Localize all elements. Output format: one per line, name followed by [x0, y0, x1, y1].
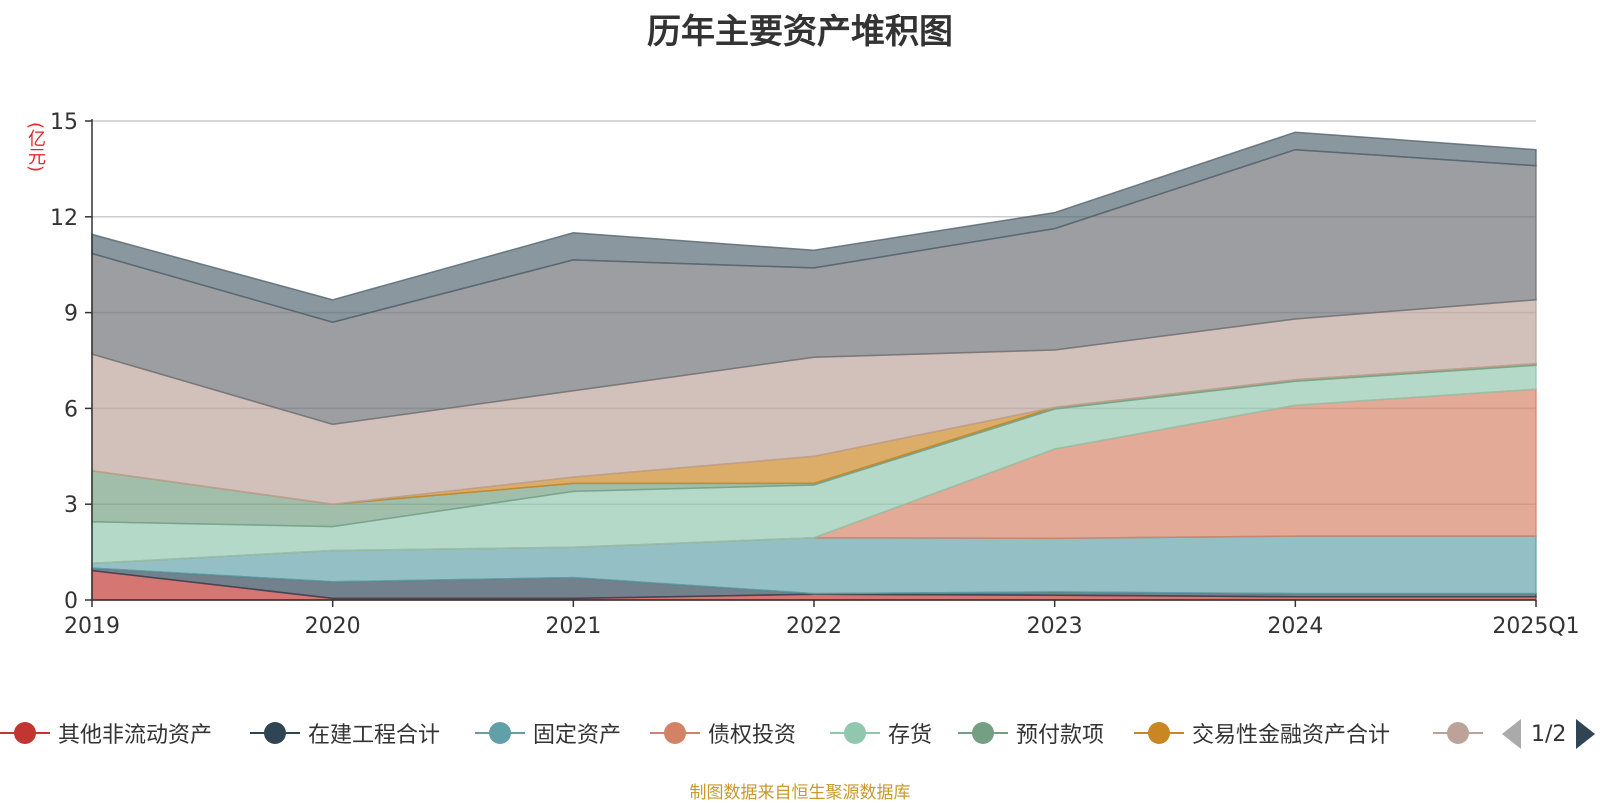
axes: [85, 119, 1537, 607]
area-series-9[interactable]: [91, 131, 1537, 323]
legend-item[interactable]: 交易性金融资产合计: [1134, 715, 1390, 751]
x-tick-label: 2021: [545, 614, 601, 639]
x-tick-label: 2024: [1267, 614, 1323, 639]
legend-label: 债权投资: [708, 723, 797, 748]
y-tick-labels: 0 3 6 9 12 15: [50, 110, 78, 614]
chart-title: 历年主要资产堆积图: [647, 12, 953, 52]
legend-label: 存货: [888, 723, 933, 748]
legend-label: 交易性金融资产合计: [1192, 723, 1391, 748]
area-series-group: [91, 131, 1537, 601]
legend-item[interactable]: 其他非流动资产: [0, 715, 212, 751]
x-tick-label: 2023: [1027, 614, 1083, 639]
legend-item[interactable]: 在建工程合计: [250, 715, 440, 751]
legend-marker-icon: [650, 718, 700, 748]
legend-marker-icon: [1134, 718, 1184, 748]
legend-next-page-icon[interactable]: [1576, 719, 1596, 749]
y-tick-label: 9: [64, 302, 78, 327]
y-tick-label: 6: [64, 397, 78, 422]
legend-label: 固定资产: [533, 723, 622, 748]
stacked-area-chart: 0 3 6 9 12 15 2019 2020 2021 2022 2023 2024 2025Q1: [50, 110, 1580, 639]
x-tick-labels: 2019 2020 2021 2022 2023 2024 2025Q1: [64, 614, 1580, 639]
legend-label: 预付款项: [1016, 723, 1105, 748]
legend-label: 其他非流动资产: [58, 723, 213, 748]
x-tick-label: 2025Q1: [1492, 614, 1579, 639]
legend: 其他非流动资产 在建工程合计 固定资产 债权投资 存货 预付款项 交易性金融资产合计: [0, 715, 1600, 755]
legend-item[interactable]: 预付款项: [958, 715, 1104, 751]
legend-marker-icon: [958, 718, 1008, 748]
legend-pager: 1/2: [1502, 716, 1596, 752]
y-tick-label: 12: [50, 206, 78, 231]
legend-label: 在建工程合计: [308, 723, 441, 748]
legend-marker-icon: [0, 718, 50, 748]
x-tick-label: 2019: [64, 614, 120, 639]
legend-page-indicator: 1/2: [1531, 721, 1567, 747]
legend-marker-icon: [830, 718, 880, 748]
y-axis-unit-label: (亿元): [25, 122, 46, 173]
y-tick-label: 3: [64, 493, 78, 518]
legend-marker-icon: [250, 718, 300, 748]
y-tick-label: 15: [50, 110, 78, 135]
legend-prev-page-icon[interactable]: [1502, 719, 1521, 749]
legend-item[interactable]: 债权投资: [650, 715, 796, 751]
legend-item[interactable]: [1433, 715, 1483, 751]
legend-marker-icon: [475, 718, 525, 748]
y-tick-label: 0: [64, 589, 78, 614]
legend-item[interactable]: 存货: [830, 715, 932, 751]
legend-marker-icon: [1433, 718, 1483, 748]
legend-item[interactable]: 固定资产: [475, 715, 621, 751]
x-tick-label: 2020: [305, 614, 361, 639]
x-tick-label: 2022: [786, 614, 842, 639]
data-source-note: 制图数据来自恒生聚源数据库: [689, 783, 911, 803]
